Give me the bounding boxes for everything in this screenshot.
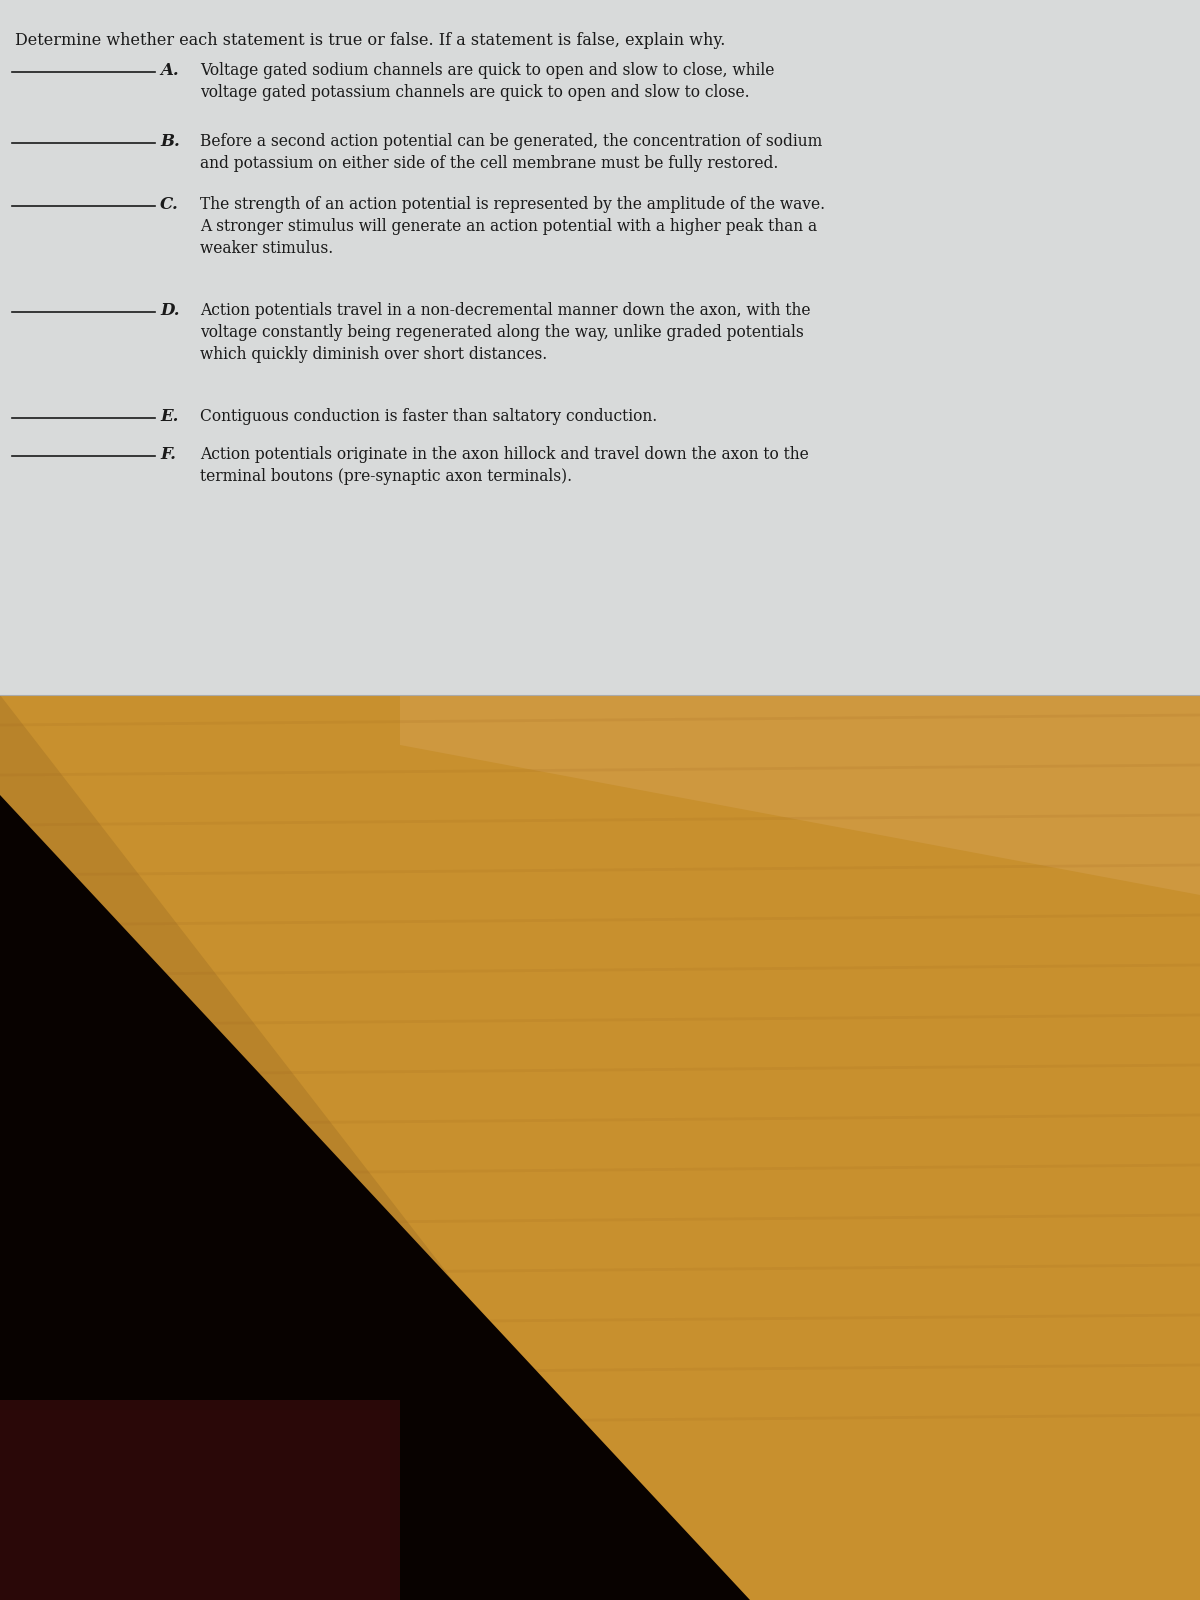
- Text: which quickly diminish over short distances.: which quickly diminish over short distan…: [200, 346, 547, 363]
- Bar: [0, 0, 1200, 694]
- Text: E.: E.: [160, 408, 179, 426]
- Text: and potassium on either side of the cell membrane must be fully restored.: and potassium on either side of the cell…: [200, 155, 779, 171]
- Polygon shape: [0, 694, 1200, 1600]
- Text: C.: C.: [160, 195, 179, 213]
- Polygon shape: [0, 795, 750, 1600]
- Polygon shape: [400, 694, 1200, 894]
- Text: voltage constantly being regenerated along the way, unlike graded potentials: voltage constantly being regenerated alo…: [200, 323, 804, 341]
- Text: The strength of an action potential is represented by the amplitude of the wave.: The strength of an action potential is r…: [200, 195, 826, 213]
- Text: F.: F.: [160, 446, 176, 462]
- Text: Before a second action potential can be generated, the concentration of sodium: Before a second action potential can be …: [200, 133, 822, 150]
- Text: Action potentials originate in the axon hillock and travel down the axon to the: Action potentials originate in the axon …: [200, 446, 809, 462]
- Text: Action potentials travel in a non-decremental manner down the axon, with the: Action potentials travel in a non-decrem…: [200, 302, 810, 318]
- Text: A.: A.: [160, 62, 179, 78]
- Text: Voltage gated sodium channels are quick to open and slow to close, while: Voltage gated sodium channels are quick …: [200, 62, 774, 78]
- Bar: [0, 694, 1200, 1600]
- Text: D.: D.: [160, 302, 180, 318]
- Text: Determine whether each statement is true or false. If a statement is false, expl: Determine whether each statement is true…: [14, 32, 725, 50]
- Text: weaker stimulus.: weaker stimulus.: [200, 240, 334, 258]
- Bar: [0, 1400, 400, 1600]
- Text: B.: B.: [160, 133, 180, 150]
- Text: terminal boutons (pre-synaptic axon terminals).: terminal boutons (pre-synaptic axon term…: [200, 467, 572, 485]
- Text: Contiguous conduction is faster than saltatory conduction.: Contiguous conduction is faster than sal…: [200, 408, 658, 426]
- Text: A stronger stimulus will generate an action potential with a higher peak than a: A stronger stimulus will generate an act…: [200, 218, 817, 235]
- Text: voltage gated potassium channels are quick to open and slow to close.: voltage gated potassium channels are qui…: [200, 83, 750, 101]
